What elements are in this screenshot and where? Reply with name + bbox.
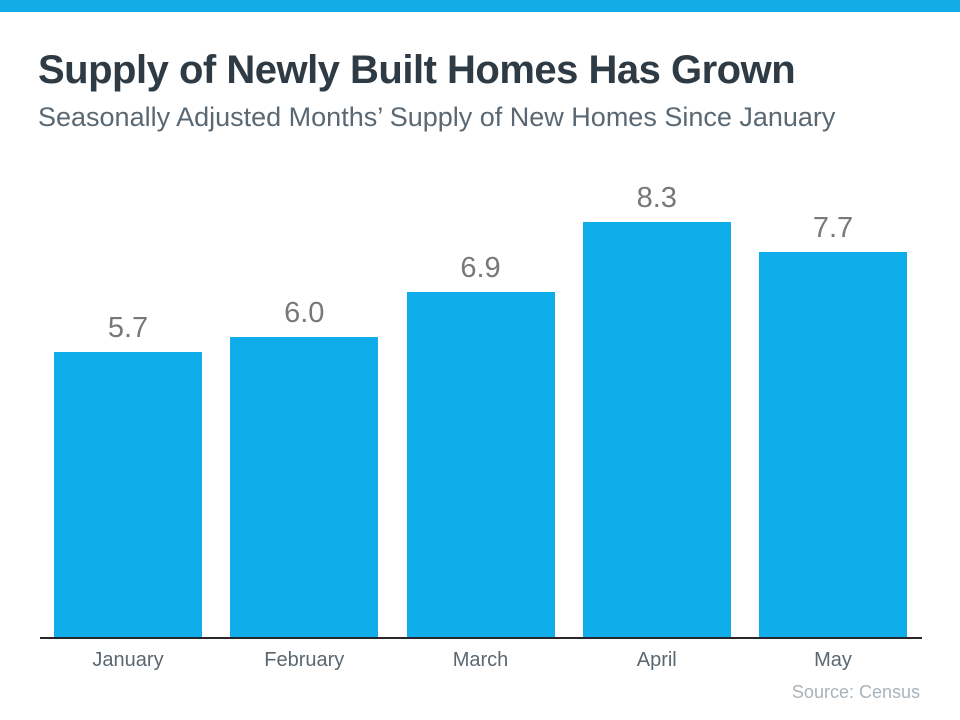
bar-column: 7.7 — [759, 214, 907, 637]
bar — [406, 292, 555, 637]
bar-value-label: 6.0 — [284, 297, 325, 329]
bar-column: 8.3 — [582, 182, 731, 637]
x-axis-labels: January February March April May — [54, 650, 907, 670]
bar-value-label: 6.9 — [460, 252, 501, 284]
bars-area: 5.7 6.0 6.9 8.3 7.7 — [54, 180, 907, 637]
bar-value-label: 5.7 — [107, 312, 149, 344]
bar — [582, 222, 731, 637]
chart-title: Supply of Newly Built Homes Has Grown — [38, 48, 796, 92]
bar — [54, 352, 202, 637]
x-axis-label: March — [452, 649, 509, 671]
bar — [759, 252, 907, 637]
bar — [230, 337, 379, 637]
bar-value-label: 8.3 — [636, 182, 677, 214]
x-axis-label: May — [814, 649, 852, 671]
x-axis-label: January — [92, 649, 164, 671]
bar-column: 6.0 — [230, 297, 379, 637]
x-axis-label: April — [636, 649, 677, 671]
source-note: Source: Census — [791, 682, 920, 702]
x-axis-label: February — [264, 649, 345, 671]
top-accent-bar — [0, 0, 960, 12]
bar-column: 5.7 — [54, 314, 202, 637]
bar-column: 6.9 — [406, 252, 555, 637]
chart-subtitle: Seasonally Adjusted Months’ Supply of Ne… — [38, 102, 836, 132]
bar-chart-plot-area: 5.7 6.0 6.9 8.3 7.7 — [40, 180, 922, 639]
bar-value-label: 7.7 — [812, 212, 854, 244]
